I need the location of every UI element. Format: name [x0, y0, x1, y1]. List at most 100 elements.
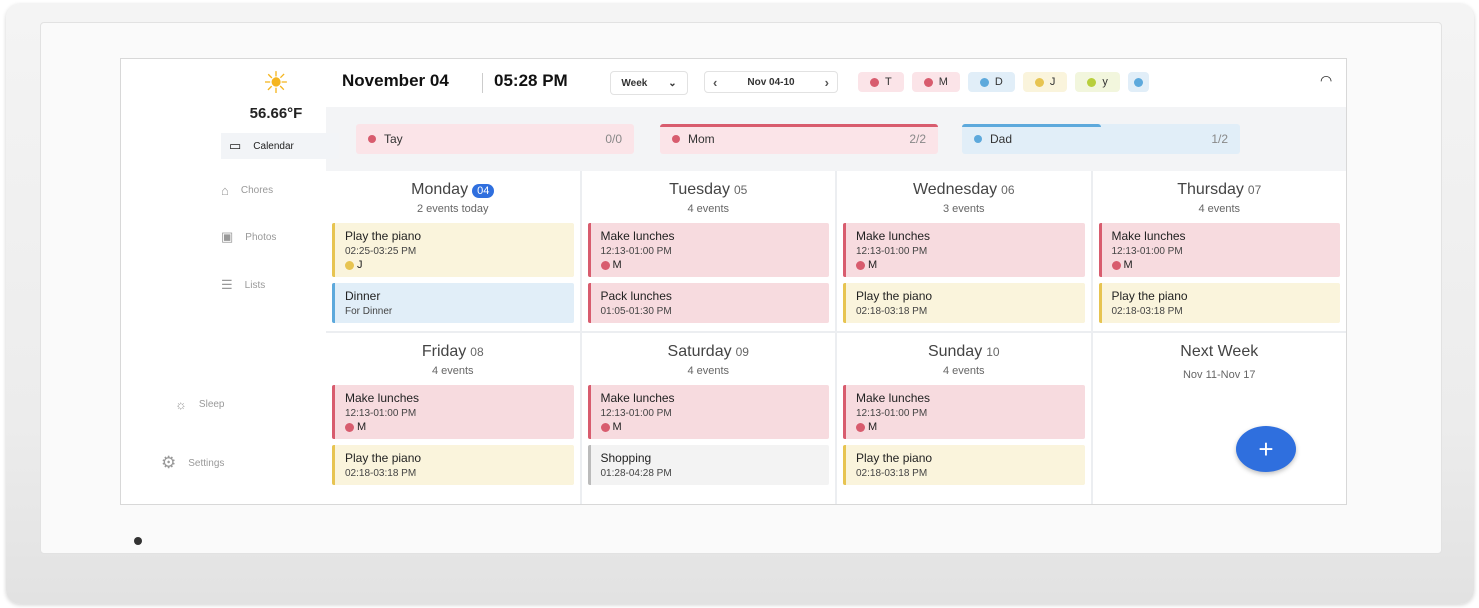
- sidebar-item-lists[interactable]: ☰ Lists: [221, 277, 331, 293]
- chevron-left-icon[interactable]: ‹: [713, 74, 718, 90]
- event-title: Pack lunches: [600, 289, 672, 303]
- day-number: 10: [986, 345, 1000, 359]
- event-card[interactable]: Make lunches 12:13-01:00 PM M: [587, 385, 829, 439]
- calendar-icon: ▭: [229, 138, 242, 153]
- event-time: 12:13-01:00 PM: [856, 408, 928, 419]
- event-card[interactable]: Make lunches 12:13-01:00 PM M: [1098, 223, 1340, 277]
- sidebar-item-sleep[interactable]: ☼ Sleep: [175, 397, 285, 412]
- progress-name: Dad: [990, 132, 1013, 146]
- event-card[interactable]: Play the piano 02:18-03:18 PM: [332, 445, 574, 485]
- event-time: 12:13-01:00 PM: [856, 246, 928, 257]
- next-week-cell[interactable]: Next Week Nov 11-Nov 17: [1092, 333, 1346, 504]
- chores-icon: ⌂: [221, 183, 229, 198]
- event-title: Shopping: [600, 451, 652, 465]
- sidebar-item-settings[interactable]: ⚙ Settings: [161, 453, 271, 473]
- event-time: 02:18-03:18 PM: [856, 468, 928, 479]
- event-title: Play the piano: [856, 451, 933, 465]
- screen: ☀ 56.66°F ▭ Calendar ⌂ Chores ▣ Photos ☰…: [120, 58, 1347, 505]
- day-cell-sunday[interactable]: Sunday 10 4 events Make lunches 12:13-01:…: [837, 333, 1091, 504]
- event-card[interactable]: Play the piano 02:25-03:25 PM J: [332, 223, 574, 277]
- event-owner: M: [357, 421, 367, 433]
- day-number: 08: [470, 345, 484, 359]
- sidebar-item-calendar[interactable]: ▭ Calendar: [221, 133, 339, 159]
- date-range-nav: ‹ Nov 04-10 ›: [704, 71, 838, 93]
- day-cell-monday[interactable]: Monday 04 2 events today Play the piano 0…: [326, 171, 580, 331]
- event-note: For Dinner: [345, 306, 393, 317]
- member-initial: T: [885, 76, 892, 88]
- event-card[interactable]: Play the piano 02:18-03:18 PM: [843, 283, 1085, 323]
- day-cell-tuesday[interactable]: Tuesday 05 4 events Make lunches 12:13-01…: [581, 171, 835, 331]
- sidebar-item-chores[interactable]: ⌂ Chores: [221, 183, 331, 198]
- event-time: 01:05-01:30 PM: [600, 306, 672, 317]
- progress-tay[interactable]: Tay 0/0: [356, 124, 634, 154]
- event-card[interactable]: Make lunches 12:13-01:00 PM M: [843, 223, 1085, 277]
- member-initial: D: [994, 76, 1003, 88]
- event-card[interactable]: Play the piano 02:18-03:18 PM: [1098, 283, 1340, 323]
- event-time: 02:18-03:18 PM: [856, 306, 928, 317]
- member-dot: [600, 260, 610, 270]
- event-title: Make lunches: [856, 229, 931, 243]
- member-chip-more[interactable]: [1127, 72, 1149, 92]
- event-owner: M: [868, 259, 878, 271]
- sidebar-item-label: Photos: [245, 231, 277, 243]
- day-cell-wednesday[interactable]: Wednesday 06 3 events Make lunches 12:13-…: [837, 171, 1091, 331]
- member-chip-t[interactable]: T: [858, 72, 904, 92]
- event-count: 4 events: [1198, 203, 1241, 215]
- day-name: Friday: [421, 343, 467, 360]
- member-chip-j[interactable]: J: [1022, 72, 1068, 92]
- progress-fill: [962, 124, 1101, 127]
- event-time: 02:25-03:25 PM: [345, 246, 417, 257]
- event-count: 2 events today: [416, 203, 489, 215]
- current-time: 05:28 PM: [494, 71, 568, 90]
- event-card[interactable]: Make lunches 12:13-01:00 PM M: [587, 223, 829, 277]
- event-card[interactable]: Play the piano 02:18-03:18 PM: [843, 445, 1085, 485]
- week-grid: Monday 04 2 events today Play the piano 0…: [326, 171, 1346, 504]
- day-cell-thursday[interactable]: Thursday 07 4 events Make lunches 12:13-0…: [1092, 171, 1346, 331]
- member-initial: M: [938, 76, 948, 88]
- event-card[interactable]: Make lunches 12:13-01:00 PM M: [843, 385, 1085, 439]
- add-event-button[interactable]: +: [1236, 426, 1296, 472]
- day-number: 05: [733, 183, 748, 197]
- progress-count: 0/0: [605, 132, 622, 146]
- day-number: 07: [1247, 183, 1262, 197]
- lists-icon: ☰: [221, 277, 233, 292]
- chevron-right-icon[interactable]: ›: [824, 74, 829, 90]
- member-dot: [345, 422, 354, 432]
- progress-dad[interactable]: Dad 1/2: [962, 124, 1240, 154]
- event-card[interactable]: Shopping 01:28-04:28 PM: [587, 445, 829, 485]
- event-card[interactable]: Pack lunches 01:05-01:30 PM: [587, 283, 829, 323]
- event-title: Make lunches: [345, 391, 420, 405]
- day-name: Tuesday: [669, 181, 730, 198]
- event-card[interactable]: Dinner For Dinner: [332, 283, 574, 323]
- day-cell-friday[interactable]: Friday 08 4 events Make lunches 12:13-01:…: [326, 333, 580, 504]
- member-dot: [1133, 77, 1143, 87]
- member-dot: [870, 77, 879, 87]
- member-progress: Tay 0/0 Mom 2/2 Dad 1/2: [326, 107, 1346, 159]
- sidebar: ☀ 56.66°F ▭ Calendar ⌂ Chores ▣ Photos ☰…: [121, 59, 339, 504]
- member-chip-y[interactable]: y: [1075, 72, 1120, 92]
- event-card[interactable]: Make lunches 12:13-01:00 PM M: [332, 385, 574, 439]
- member-chip-m[interactable]: M: [911, 72, 960, 92]
- progress-fill: [660, 124, 938, 127]
- sidebar-item-label: Sleep: [198, 399, 225, 410]
- camera-icon: [134, 537, 142, 545]
- weather-widget: ☀ 56.66°F: [221, 67, 331, 123]
- member-dot: [856, 422, 865, 432]
- sidebar-item-label: Chores: [240, 185, 274, 196]
- event-count: 4 events: [687, 365, 730, 377]
- day-cell-saturday[interactable]: Saturday 09 4 events Make lunches 12:13-0…: [581, 333, 835, 504]
- day-name: Thursday: [1177, 181, 1244, 198]
- member-dot: [345, 260, 354, 270]
- event-time: 12:13-01:00 PM: [600, 408, 672, 419]
- progress-mom[interactable]: Mom 2/2: [660, 124, 938, 154]
- member-chip-d[interactable]: D: [967, 72, 1015, 92]
- sun-icon: ☀: [262, 67, 290, 100]
- header: November 04 05:28 PM Week ⌄ ‹ Nov 04-10 …: [326, 59, 1346, 107]
- sidebar-item-photos[interactable]: ▣ Photos: [221, 229, 331, 245]
- day-number: 09: [735, 345, 749, 359]
- day-number: 06: [1001, 183, 1015, 197]
- member-dot: [856, 260, 865, 270]
- next-week-range: Nov 11-Nov 17: [1182, 369, 1256, 381]
- view-select[interactable]: Week ⌄: [610, 71, 688, 95]
- gear-icon: ⚙: [161, 453, 177, 472]
